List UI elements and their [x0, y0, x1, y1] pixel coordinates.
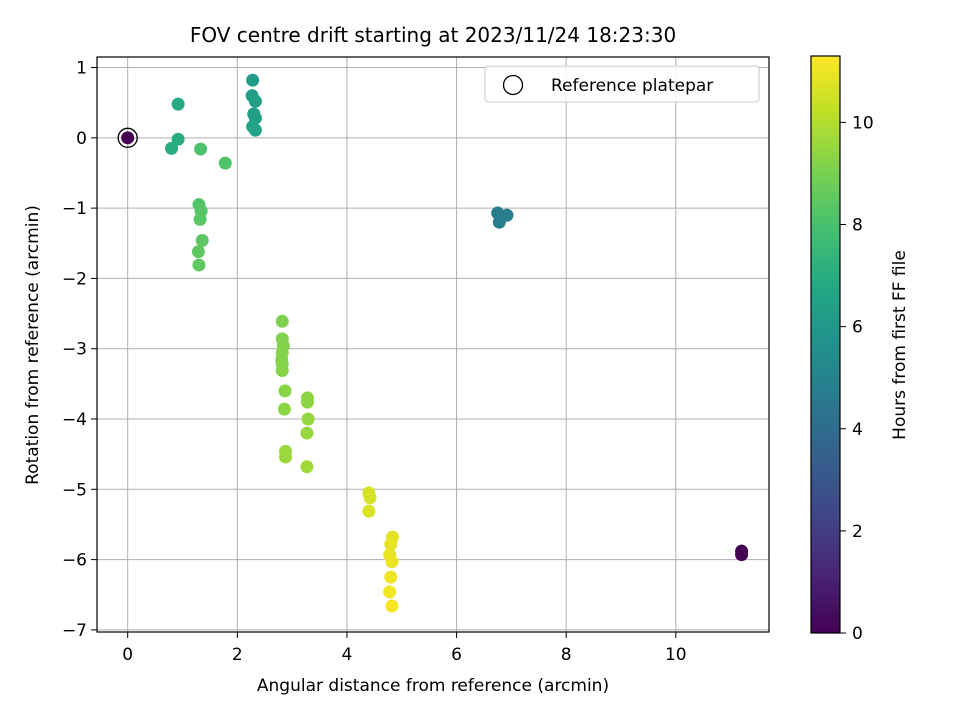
data-point [300, 395, 314, 409]
data-point [279, 450, 293, 464]
x-tick-label: 6 [451, 645, 462, 665]
data-point [171, 132, 185, 146]
chart-title: FOV centre drift starting at 2023/11/24 … [190, 23, 676, 47]
data-point [193, 212, 207, 226]
y-tick-label: −3 [62, 340, 87, 360]
data-point [300, 460, 314, 474]
data-point [121, 131, 135, 145]
legend-box [484, 65, 760, 103]
data-point [165, 141, 179, 155]
data-point [385, 599, 399, 613]
data-point [195, 233, 209, 247]
grid-lines [97, 57, 769, 632]
y-tick-label: −1 [62, 199, 87, 219]
data-point [171, 97, 185, 111]
x-axis-ticks: 0 2 4 6 8 10 [122, 632, 687, 665]
colorbar-tick-label: 8 [852, 216, 863, 236]
data-point [383, 585, 397, 599]
legend-marker [502, 74, 524, 96]
colorbar-tick-label: 10 [852, 113, 874, 133]
data-point [191, 245, 205, 259]
data-point [384, 570, 398, 584]
y-tick-label: −6 [62, 551, 87, 571]
data-point [363, 491, 377, 505]
colorbar [810, 55, 841, 634]
colorbar-label: Hours from first FF file [890, 250, 910, 440]
y-axis-ticks: 1 0 −1 −2 −3 −4 −5 −6 −7 [62, 59, 97, 641]
y-tick-label: 1 [76, 59, 87, 79]
data-point [300, 426, 314, 440]
data-points [117, 73, 749, 613]
data-point [385, 555, 399, 569]
data-point [246, 73, 260, 87]
data-point [301, 412, 315, 426]
data-point [248, 94, 262, 108]
x-tick-label: 4 [342, 645, 353, 665]
data-point [277, 402, 291, 416]
legend-label: Reference platepar [551, 76, 713, 96]
data-point [492, 215, 506, 229]
x-tick-label: 8 [561, 645, 572, 665]
data-point [218, 156, 232, 170]
legend: Reference platepar [484, 65, 760, 103]
colorbar-tick-label: 6 [852, 318, 863, 338]
y-tick-label: −4 [62, 410, 87, 430]
data-point [735, 548, 749, 562]
data-point [278, 384, 292, 398]
x-tick-label: 2 [232, 645, 243, 665]
data-point [248, 123, 262, 137]
x-axis-label: Angular distance from reference (arcmin) [257, 676, 609, 696]
data-point [275, 364, 289, 378]
colorbar-tick-label: 0 [852, 624, 863, 644]
colorbar-tick-label: 2 [852, 522, 863, 542]
reference-marker [117, 127, 138, 148]
y-tick-label: −7 [62, 621, 87, 641]
data-point [194, 142, 208, 156]
data-point [384, 537, 398, 551]
x-tick-label: 10 [665, 645, 687, 665]
y-tick-label: −5 [62, 480, 87, 500]
data-point [362, 504, 376, 518]
colorbar-ticks: 0 2 4 6 8 10 [840, 113, 874, 644]
x-tick-label: 0 [122, 645, 133, 665]
data-point [275, 314, 289, 328]
y-axis-label: Rotation from reference (arcmin) [23, 205, 43, 485]
y-tick-label: −2 [62, 269, 87, 289]
colorbar-tick-label: 4 [852, 420, 863, 440]
y-tick-label: 0 [76, 129, 87, 149]
data-point [192, 258, 206, 272]
plot-frame [96, 56, 770, 633]
